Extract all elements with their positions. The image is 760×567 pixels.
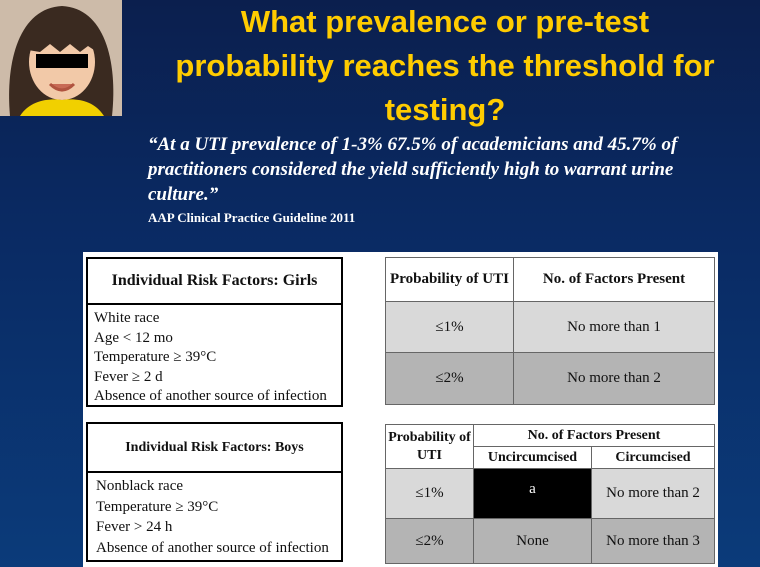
boys-uncirc-cell: None [473, 518, 592, 564]
boys-risk-item: Absence of another source of infection [96, 539, 329, 556]
title-line-3: testing? [384, 92, 506, 127]
girls-prob-cell: ≤2% [385, 352, 514, 405]
girls-risk-list: White race Age < 12 mo Temperature ≥ 39°… [88, 305, 341, 407]
boys-col-factors: No. of Factors Present [473, 424, 715, 447]
boys-prob-cell: ≤2% [385, 518, 474, 564]
boys-col-uncircumcised: Uncircumcised [473, 446, 592, 469]
girls-risk-header: Individual Risk Factors: Girls [88, 259, 341, 305]
girls-risk-item: Absence of another source of infection [94, 388, 327, 404]
boys-risk-list: Nonblack race Temperature ≥ 39°C Fever >… [88, 473, 341, 558]
girls-probability-table: Probability of UTI No. of Factors Presen… [385, 257, 715, 405]
boys-risk-item: Temperature ≥ 39°C [96, 498, 219, 515]
girls-risk-item: White race [94, 310, 160, 326]
girls-risk-item: Fever ≥ 2 d [94, 368, 163, 385]
boys-uncirc-cell: a [473, 468, 592, 519]
title-line-1: What prevalence or pre-test [240, 4, 650, 39]
slide-title: What prevalence or pre-test probability … [130, 0, 760, 132]
child-photo [0, 0, 122, 116]
boys-risk-factors-box: Individual Risk Factors: Boys Nonblack r… [86, 422, 343, 562]
girls-col-probability: Probability of UTI [385, 257, 514, 302]
boys-risk-header: Individual Risk Factors: Boys [88, 424, 341, 473]
girls-factors-cell: No more than 1 [513, 301, 715, 353]
boys-probability-table: Probability of UTI No. of Factors Presen… [385, 424, 715, 564]
girls-risk-item: Temperature ≥ 39°C [94, 349, 217, 365]
girls-factors-cell: No more than 2 [513, 352, 715, 405]
girls-prob-cell: ≤1% [385, 301, 514, 353]
girls-risk-factors-box: Individual Risk Factors: Girls White rac… [86, 257, 343, 407]
girls-risk-item: Age < 12 mo [94, 329, 173, 346]
quote-text: “At a UTI prevalence of 1-3% 67.5% of ac… [148, 134, 678, 205]
quote-citation: AAP Clinical Practice Guideline 2011 [148, 210, 356, 225]
boys-prob-cell: ≤1% [385, 468, 474, 519]
boys-col-probability: Probability of UTI [385, 424, 474, 469]
boys-circ-cell: No more than 2 [591, 468, 715, 519]
girls-col-factors: No. of Factors Present [513, 257, 715, 302]
risk-table-panel: Individual Risk Factors: Girls White rac… [83, 252, 718, 567]
boys-circ-cell: No more than 3 [591, 518, 715, 564]
title-line-2: probability reaches the threshold for [175, 48, 715, 83]
boys-risk-item: Fever > 24 h [96, 519, 173, 535]
boys-risk-item: Nonblack race [96, 478, 184, 494]
boys-col-circumcised: Circumcised [591, 446, 715, 469]
